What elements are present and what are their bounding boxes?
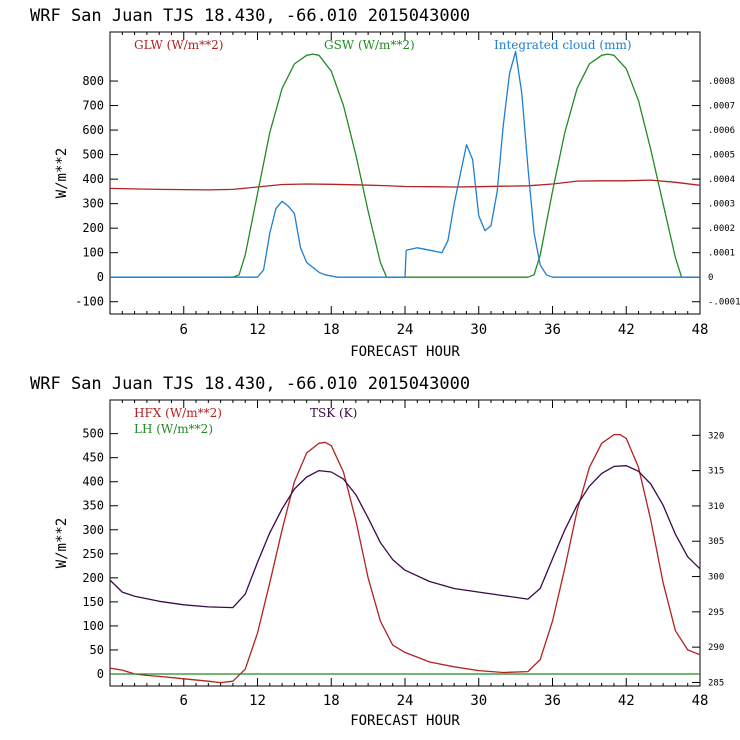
y-tick-label: 100 (82, 619, 104, 633)
y-axis-title: W/m**2 (54, 148, 70, 199)
legend-entry: HFX (W/m**2) (134, 406, 222, 420)
x-axis-title: FORECAST HOUR (350, 713, 460, 729)
y-tick-label: 150 (82, 595, 104, 609)
y2-tick-label: 305 (708, 537, 724, 547)
y-tick-label: 350 (82, 499, 104, 513)
y-tick-label: 700 (82, 99, 104, 113)
x-tick-label: 42 (618, 322, 635, 338)
y-tick-label: 400 (82, 475, 104, 489)
y2-tick-label: 300 (708, 573, 724, 583)
y-tick-label: -100 (75, 295, 104, 309)
y2-tick-label: .0005 (708, 151, 735, 161)
y2-tick-label: .0002 (708, 224, 735, 234)
y-tick-label: 600 (82, 123, 104, 137)
y-tick-label: 450 (82, 451, 104, 465)
x-tick-label: 6 (180, 693, 188, 709)
chart-panel-2: WRF San Juan TJS 18.430, -66.010 2015043… (30, 374, 724, 729)
y-tick-label: 0 (97, 667, 104, 681)
y-tick-label: 200 (82, 221, 104, 235)
x-tick-label: 30 (470, 693, 487, 709)
y2-tick-label: .0008 (708, 77, 735, 87)
y-tick-label: 200 (82, 571, 104, 585)
chart-title: WRF San Juan TJS 18.430, -66.010 2015043… (30, 374, 470, 394)
series-line-gsw (110, 53, 700, 278)
y-tick-label: 300 (82, 197, 104, 211)
legend-entry: GLW (W/m**2) (134, 38, 223, 52)
x-tick-label: 12 (249, 693, 266, 709)
x-tick-label: 18 (323, 693, 340, 709)
y-tick-label: 800 (82, 74, 104, 88)
legend-entry: LH (W/m**2) (134, 422, 213, 436)
x-tick-label: 18 (323, 322, 340, 338)
y-tick-label: 500 (82, 427, 104, 441)
y-tick-label: 0 (97, 270, 104, 284)
chart-title: WRF San Juan TJS 18.430, -66.010 2015043… (30, 6, 470, 26)
x-tick-label: 42 (618, 693, 635, 709)
y2-tick-label: 315 (708, 467, 724, 477)
y-axis-title: W/m**2 (54, 518, 70, 569)
y2-tick-label: 290 (708, 643, 724, 653)
y-tick-label: 250 (82, 547, 104, 561)
y-tick-label: 500 (82, 148, 104, 162)
x-tick-label: 24 (397, 322, 414, 338)
y2-tick-label: 0 (708, 273, 713, 283)
y2-tick-label: 295 (708, 608, 724, 618)
y2-tick-label: .0004 (708, 175, 735, 185)
y-tick-label: 100 (82, 246, 104, 260)
x-tick-label: 36 (544, 322, 561, 338)
y-tick-label: 300 (82, 523, 104, 537)
x-tick-label: 48 (692, 322, 709, 338)
legend-entry: TSK (K) (310, 406, 357, 420)
x-tick-label: 12 (249, 322, 266, 338)
series-line-integrated (110, 50, 700, 278)
series-line-hfx (109, 433, 701, 684)
x-tick-label: 36 (544, 693, 561, 709)
y2-tick-label: -.0001 (708, 298, 740, 308)
series-line-tsk (109, 465, 701, 609)
chart-panel-1: WRF San Juan TJS 18.430, -66.010 2015043… (30, 6, 740, 360)
y2-tick-label: .0003 (708, 200, 735, 210)
x-tick-label: 48 (692, 693, 709, 709)
y2-tick-label: 310 (708, 502, 724, 512)
x-tick-label: 6 (180, 322, 188, 338)
y2-tick-label: 285 (708, 678, 724, 688)
plot-frame (109, 399, 701, 687)
y2-tick-label: .0007 (708, 102, 735, 112)
y2-tick-label: 320 (708, 431, 724, 441)
series-line-glw (109, 179, 701, 191)
x-tick-label: 30 (470, 322, 487, 338)
y2-tick-label: .0001 (708, 249, 735, 259)
y2-tick-label: .0006 (708, 126, 735, 136)
y-tick-label: 50 (90, 643, 104, 657)
x-axis-title: FORECAST HOUR (350, 344, 460, 360)
y-tick-label: 400 (82, 172, 104, 186)
legend-entry: GSW (W/m**2) (324, 38, 415, 52)
legend-entry: Integrated cloud (mm) (494, 38, 632, 52)
x-tick-label: 24 (397, 693, 414, 709)
